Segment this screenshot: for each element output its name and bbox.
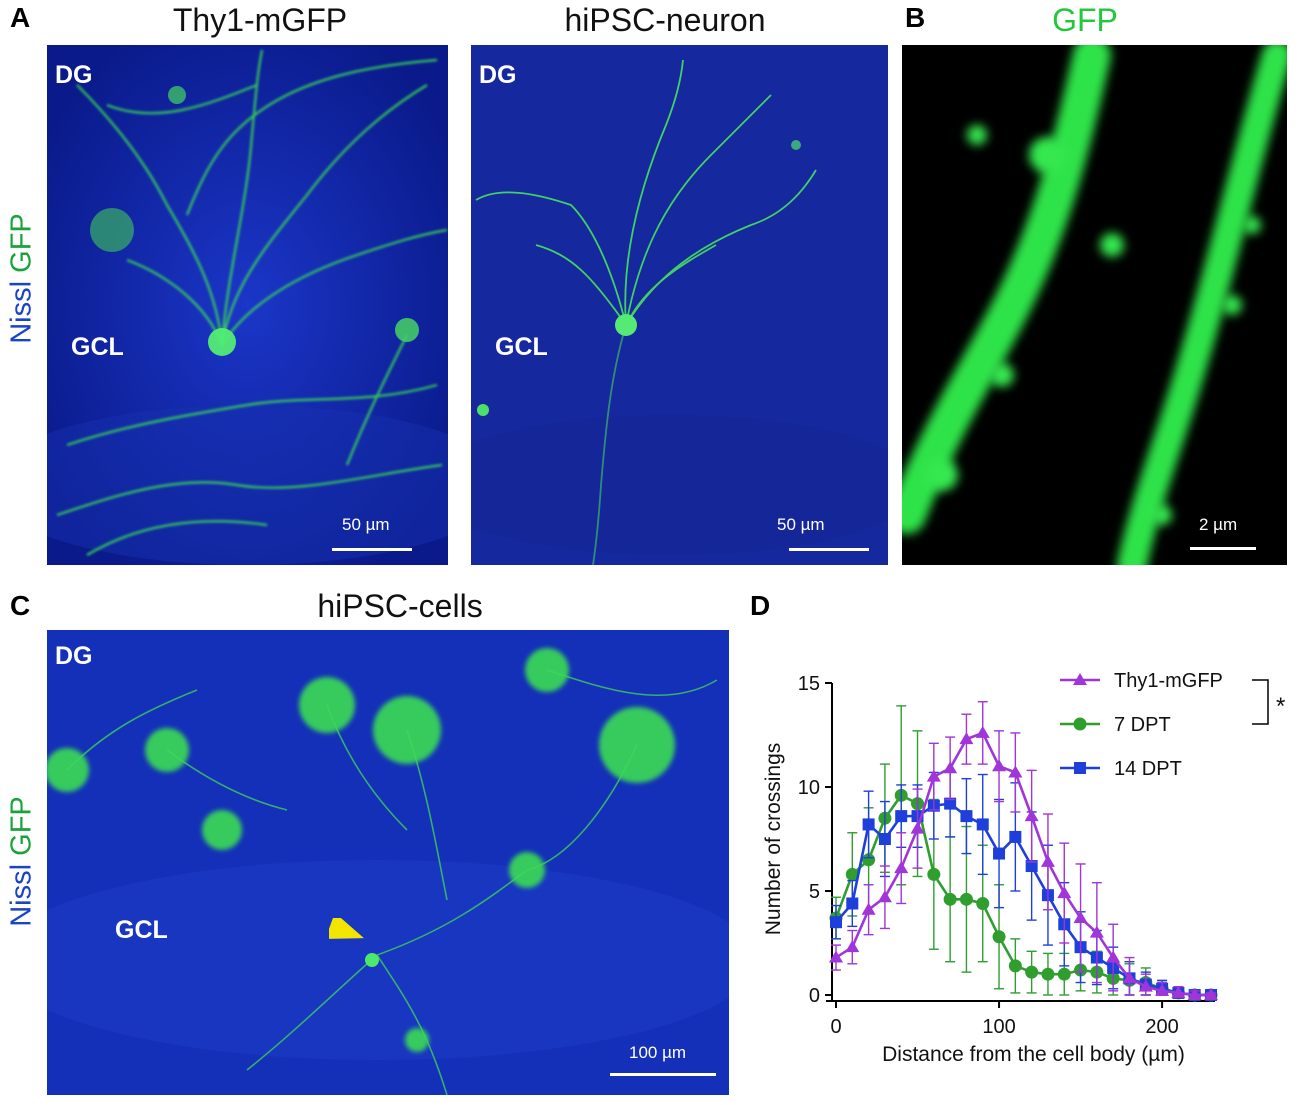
scale-bar-label: 50 µm <box>777 515 825 534</box>
panel-letter-b: B <box>905 2 926 33</box>
data-point <box>1057 967 1071 981</box>
data-point <box>1041 967 1055 981</box>
data-point <box>862 818 875 831</box>
data-point <box>927 867 941 881</box>
side-label-a: Nissl GFP <box>6 189 39 369</box>
data-point <box>829 950 843 963</box>
region-label-gcl: GCL <box>71 333 124 361</box>
data-point <box>976 818 989 831</box>
data-point <box>959 892 973 906</box>
y-tick-label: 0 <box>809 985 820 1007</box>
y-axis-label: Number of crossings <box>762 743 785 936</box>
data-point <box>894 861 909 874</box>
y-tick-label: 15 <box>798 673 820 695</box>
data-point <box>878 833 891 845</box>
data-point <box>992 759 1007 772</box>
data-point <box>1073 717 1087 731</box>
significance-bracket <box>1252 679 1269 725</box>
x-tick-label: 200 <box>1145 1016 1178 1038</box>
data-point <box>993 847 1006 860</box>
data-point <box>1009 830 1022 843</box>
scale-bar <box>610 1073 716 1076</box>
data-point <box>926 769 941 782</box>
scale-bar-label: 50 µm <box>342 515 390 534</box>
scale-bar-label: 2 µm <box>1199 515 1238 534</box>
region-label-gcl: GCL <box>115 916 168 944</box>
data-point <box>910 821 925 834</box>
micrograph-thy1-mgfp: DG GCL 50 µm <box>47 45 448 565</box>
x-axis-label: Distance from the cell body (µm) <box>882 1043 1185 1066</box>
data-point <box>1187 988 1202 1000</box>
data-point <box>959 732 974 745</box>
data-point <box>845 867 859 881</box>
data-point <box>1008 765 1023 778</box>
panel-letter-a: A <box>10 2 31 33</box>
data-point <box>943 761 958 774</box>
micrograph-hipsc-neuron: DG GCL 50 µm <box>471 45 888 565</box>
data-point <box>830 916 842 929</box>
side-label-c: Nissl GFP <box>6 772 39 952</box>
data-point <box>1155 983 1170 996</box>
data-point <box>1025 965 1039 979</box>
x-tick-label: 100 <box>982 1016 1015 1038</box>
data-point <box>1074 762 1086 774</box>
nissl-label: Nissl <box>5 280 38 344</box>
panel-a-left-title: Thy1-mGFP <box>172 2 348 38</box>
data-point <box>992 930 1006 944</box>
y-tick-label: 5 <box>809 881 820 903</box>
panel-letter-d: D <box>750 590 771 621</box>
series-line <box>835 802 1211 997</box>
data-point <box>1073 911 1088 924</box>
data-point <box>845 940 860 953</box>
data-point <box>944 797 957 810</box>
data-point <box>895 810 908 823</box>
region-label-dg: DG <box>55 642 93 670</box>
data-point <box>1204 988 1218 1000</box>
region-label-dg: DG <box>479 61 517 89</box>
panel-c-title: hiPSC-cells <box>317 588 483 624</box>
data-point <box>1122 971 1137 984</box>
scale-bar <box>789 548 869 551</box>
data-point <box>976 896 990 910</box>
data-point <box>846 897 859 910</box>
data-point <box>960 810 973 823</box>
x-tick-label: 0 <box>830 1016 841 1038</box>
data-point <box>862 853 876 867</box>
data-point <box>861 902 876 915</box>
nissl-label: Nissl <box>5 863 38 927</box>
data-point <box>1008 959 1022 973</box>
gfp-label: GFP <box>5 213 38 273</box>
panel-b-title: GFP <box>1052 2 1118 38</box>
data-point <box>1057 886 1072 899</box>
micrograph-gfp-dendrites: 2 µm <box>902 45 1287 565</box>
legend-label: 14 DPT <box>1114 758 1182 780</box>
scale-bar-label: 100 µm <box>629 1043 687 1062</box>
data-point <box>877 890 892 903</box>
data-point <box>1089 925 1104 938</box>
data-point <box>943 892 957 906</box>
data-point <box>1073 673 1087 685</box>
series-line <box>834 793 1211 997</box>
data-point <box>1171 985 1186 998</box>
significance-label: * <box>1276 693 1285 720</box>
data-point <box>1040 854 1055 867</box>
data-point <box>1024 809 1039 822</box>
arrowhead-marker <box>329 918 364 939</box>
panel-a-right-title: hiPSC-neuron <box>564 2 766 38</box>
data-point <box>1138 979 1153 992</box>
scale-bar <box>332 548 412 551</box>
legend-label: 7 DPT <box>1114 714 1171 736</box>
gfp-label: GFP <box>5 796 38 856</box>
region-label-gcl: GCL <box>495 333 548 361</box>
scale-bar <box>1190 547 1256 550</box>
data-point <box>975 725 990 738</box>
panel-letter-c: C <box>10 590 31 621</box>
sholl-analysis-chart: 0 5 10 15 0 100 200 Distance from the cell body… <box>762 670 1285 1066</box>
y-tick-label: 10 <box>798 777 820 799</box>
legend-label: Thy1-mGFP <box>1114 670 1223 692</box>
data-point <box>1025 860 1038 873</box>
data-point <box>1106 950 1121 963</box>
micrograph-hipsc-cells: DG GCL 100 µm <box>47 630 729 1095</box>
region-label-dg: DG <box>55 61 93 89</box>
